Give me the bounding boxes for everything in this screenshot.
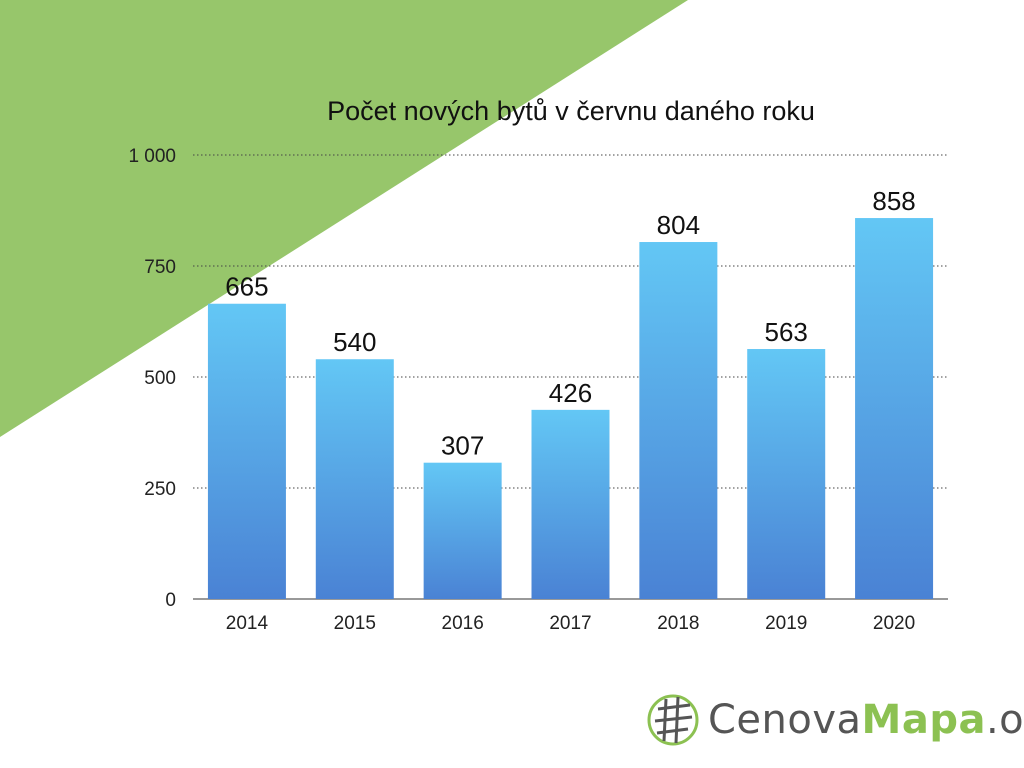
cenovamapa-logo: CenovaMapa.org	[644, 688, 1024, 752]
bar	[207, 303, 286, 599]
y-tick-label: 750	[144, 257, 176, 278]
logo-text-mapa: Mapa	[861, 697, 986, 743]
x-tick-label: 2019	[765, 613, 807, 634]
logo-text: CenovaMapa.org	[708, 697, 1024, 743]
data-label: 858	[872, 186, 915, 216]
x-tick-label: 2020	[873, 613, 915, 634]
bar	[531, 409, 610, 599]
x-tick-label: 2016	[442, 613, 484, 634]
bar	[315, 359, 394, 599]
y-tick-label: 500	[144, 368, 176, 389]
data-label: 804	[657, 210, 700, 240]
logo-text-cenova: Cenova	[708, 697, 862, 743]
x-tick-label: 2015	[334, 613, 376, 634]
globe-grid-icon	[647, 694, 699, 746]
data-label: 665	[225, 272, 268, 302]
bar	[423, 462, 502, 599]
data-label: 307	[441, 431, 484, 461]
y-tick-label: 1 000	[128, 146, 176, 167]
bar	[855, 218, 934, 599]
logo-text-org: .org	[985, 697, 1024, 743]
y-tick-label: 250	[144, 479, 176, 500]
bar	[639, 242, 718, 600]
x-tick-label: 2017	[549, 613, 591, 634]
data-label: 426	[549, 378, 592, 408]
x-tick-label: 2018	[657, 613, 699, 634]
y-tick-label: 0	[165, 590, 176, 611]
chart-title: Počet nových bytů v červnu daného roku	[327, 96, 815, 126]
bar	[747, 349, 826, 599]
data-label: 540	[333, 327, 376, 357]
x-tick-label: 2014	[226, 613, 269, 634]
data-label: 563	[765, 317, 808, 347]
